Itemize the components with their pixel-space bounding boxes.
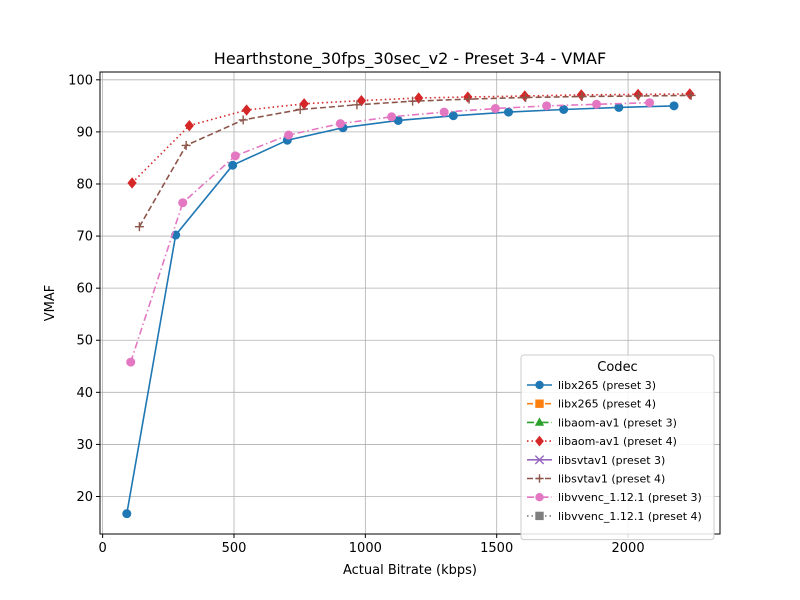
data-point xyxy=(178,198,188,208)
legend-label: libx265 (preset 4) xyxy=(558,398,656,411)
legend-marker xyxy=(535,474,544,483)
x-stroke-b xyxy=(534,455,545,465)
x-axis-label: Actual Bitrate (kbps) xyxy=(343,563,477,578)
legend-box xyxy=(520,354,715,541)
data-point xyxy=(504,107,514,117)
y-tick-label: 40 xyxy=(76,386,93,401)
data-point xyxy=(134,222,144,232)
y-tick-label: 30 xyxy=(76,438,93,453)
legend-item: libsvtav1 (preset 3) xyxy=(527,454,665,467)
data-point xyxy=(352,100,362,110)
series-0 xyxy=(122,101,679,519)
x-tick-label: 1500 xyxy=(480,541,513,556)
x-tick-label: 1000 xyxy=(349,541,382,556)
legend-marker xyxy=(535,511,544,521)
y-tick-label: 80 xyxy=(76,177,93,192)
data-point xyxy=(356,94,367,107)
legend-item: libvvenc_1.12.1 (preset 3) xyxy=(527,491,702,504)
y-axis-label: VMAF xyxy=(43,285,58,321)
legend-label: libx265 (preset 3) xyxy=(558,379,656,392)
legend-item: libsvtav1 (preset 4) xyxy=(527,473,665,486)
legend-marker xyxy=(535,399,544,408)
data-point xyxy=(669,101,679,111)
data-point xyxy=(295,105,305,115)
plot-frame xyxy=(99,71,721,535)
data-point xyxy=(521,93,531,103)
axes: 0 500 1000 1500 2000 20 30 40 50 60 70 80 90 100 xyxy=(68,73,644,556)
y-tick-label: 20 xyxy=(76,490,93,505)
y-tick-label: 60 xyxy=(76,282,93,297)
grid xyxy=(100,72,720,534)
data-point xyxy=(127,177,137,189)
data-point xyxy=(414,92,424,104)
data-point xyxy=(299,98,309,110)
data-point xyxy=(230,151,240,161)
data-point xyxy=(592,99,602,109)
data-point xyxy=(464,94,474,104)
chart-title: Hearthstone_30fps_30sec_v2 - Preset 3-4 … xyxy=(214,49,606,69)
data-point xyxy=(634,91,644,101)
data-point xyxy=(387,112,397,122)
data-point xyxy=(181,140,191,150)
y-tick-label: 70 xyxy=(76,230,93,245)
legend-item: libaom-av1 (preset 3) xyxy=(527,416,677,429)
data-point xyxy=(645,98,655,108)
series-line xyxy=(129,101,650,363)
data-point xyxy=(686,90,696,100)
data-point xyxy=(122,509,132,519)
legend-label: libvvenc_1.12.1 (preset 3) xyxy=(558,491,702,504)
y-tick-label: 100 xyxy=(68,73,93,88)
x-tick-label: 0 xyxy=(98,541,106,556)
series-6 xyxy=(126,98,655,367)
data-point xyxy=(238,115,248,125)
data-point xyxy=(408,96,418,106)
data-point xyxy=(184,119,194,132)
data-point xyxy=(241,104,252,116)
y-tick-label: 90 xyxy=(76,125,93,140)
data-point xyxy=(335,119,345,129)
data-point xyxy=(577,91,587,101)
data-point xyxy=(393,115,403,125)
data-point xyxy=(685,88,695,100)
legend-label: libvvenc_1.12.1 (preset 4) xyxy=(558,510,702,523)
data-point xyxy=(126,357,136,367)
data-point xyxy=(559,105,569,115)
legend-marker xyxy=(534,417,545,426)
data-point xyxy=(284,130,294,140)
legend-label: libsvtav1 (preset 3) xyxy=(558,454,665,467)
legend-title: Codec xyxy=(597,360,637,375)
x-tick-label: 2000 xyxy=(612,541,645,556)
legend-label: libaom-av1 (preset 3) xyxy=(558,416,677,429)
legend: Codec libx265 (preset 3) libx265 (preset 4… xyxy=(520,354,715,541)
series-3 xyxy=(127,88,695,189)
legend-label: libaom-av1 (preset 4) xyxy=(558,435,677,448)
legend-marker xyxy=(535,493,544,502)
y-tick-label: 50 xyxy=(76,334,93,349)
data-point xyxy=(520,90,530,102)
legend-label: libsvtav1 (preset 4) xyxy=(558,473,665,486)
legend-marker xyxy=(535,380,544,390)
data-point xyxy=(439,107,449,117)
data-point xyxy=(614,102,624,112)
series-layer xyxy=(122,88,696,519)
legend-item: libaom-av1 (preset 4) xyxy=(527,435,677,448)
legend-item: libx265 (preset 4) xyxy=(527,398,656,411)
legend-item: libx265 (preset 3) xyxy=(527,379,656,392)
legend-item: libvvenc_1.12.1 (preset 4) xyxy=(527,510,702,523)
data-point xyxy=(490,103,500,113)
data-point xyxy=(576,89,586,101)
legend-marker xyxy=(535,435,544,447)
data-point xyxy=(542,101,552,111)
series-5 xyxy=(134,90,696,232)
data-point xyxy=(448,111,458,121)
legend-marker xyxy=(534,455,545,465)
x-tick-label: 500 xyxy=(222,541,247,556)
data-point xyxy=(228,160,238,170)
